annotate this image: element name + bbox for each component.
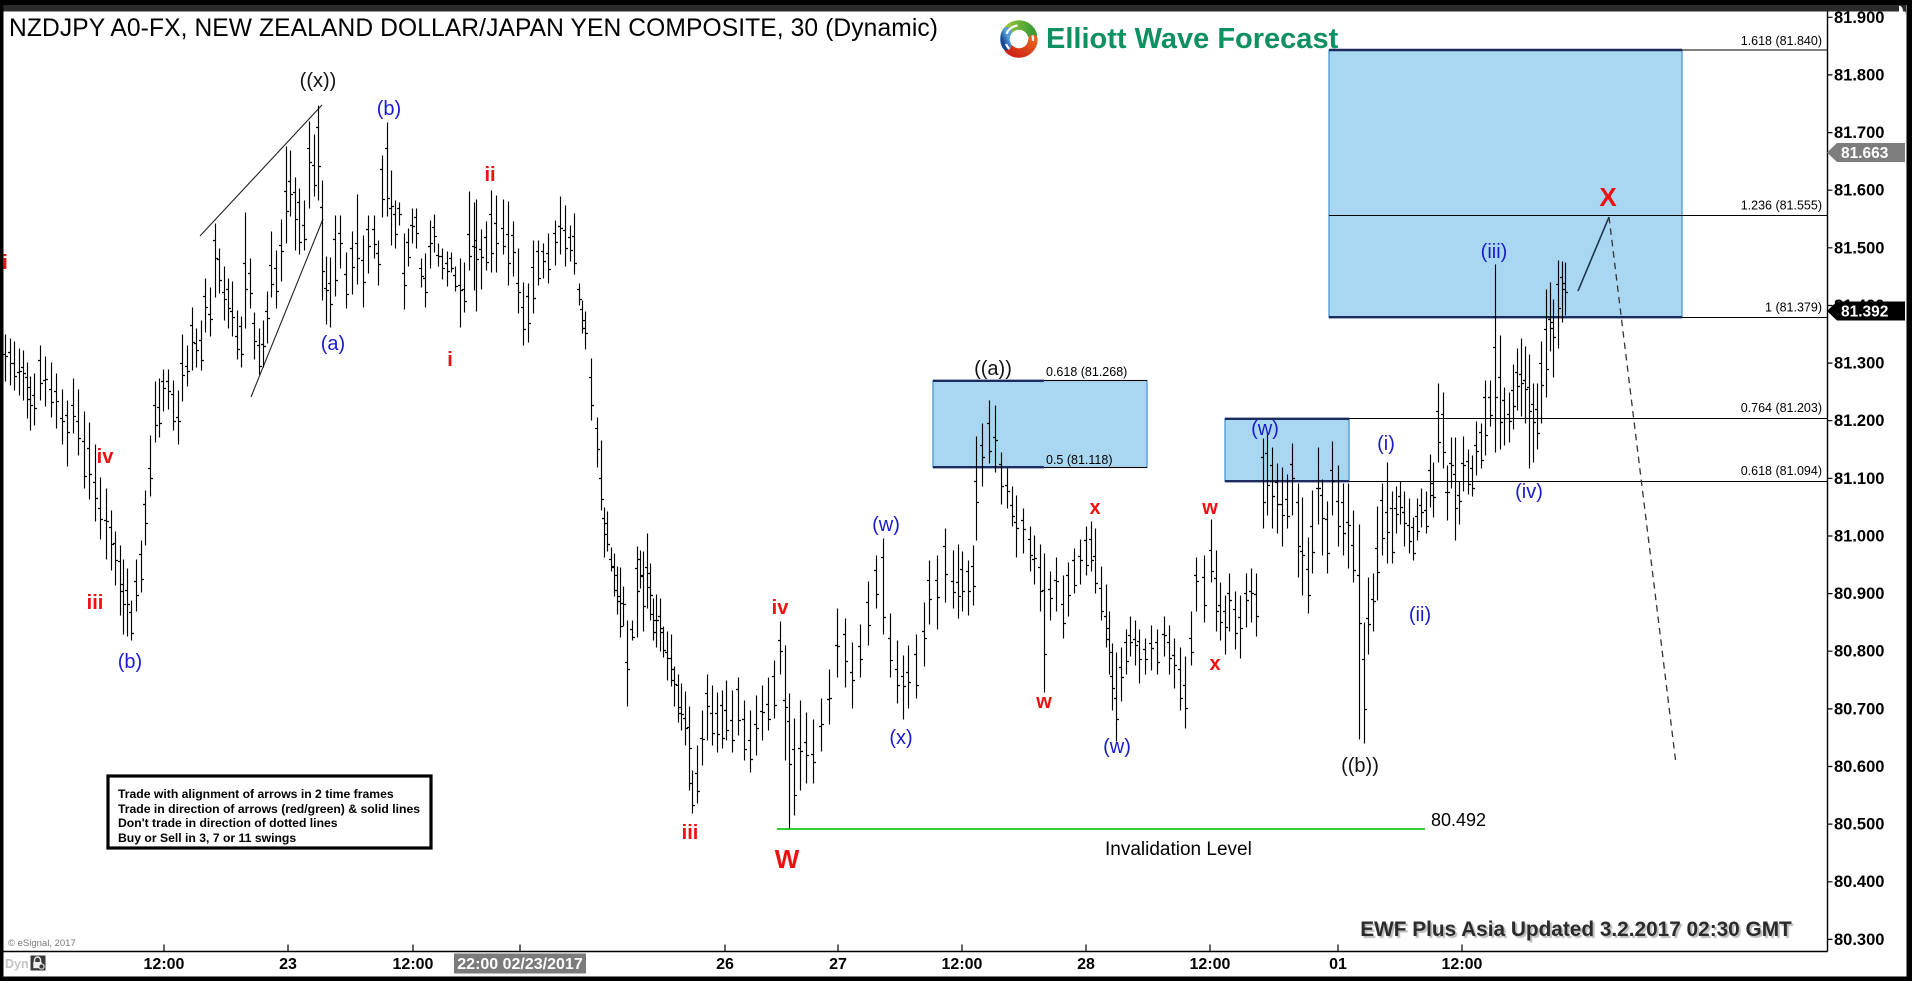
svg-text:0.618 (81.094): 0.618 (81.094) [1741,464,1822,478]
svg-text:80.500: 80.500 [1834,816,1884,834]
svg-text:81.700: 81.700 [1834,124,1884,142]
svg-text:w: w [1201,497,1218,519]
svg-text:iii: iii [87,592,104,614]
svg-text:ii: ii [484,164,495,186]
svg-text:0.618 (81.268): 0.618 (81.268) [1046,365,1127,379]
svg-text:w: w [1035,691,1052,713]
svg-text:EWF Plus Asia Updated 3.2.2017: EWF Plus Asia Updated 3.2.2017 02:30 GMT [1360,918,1792,941]
svg-text:Trade in direction of arrows (: Trade in direction of arrows (red/green)… [118,802,420,816]
svg-text:Dyn: Dyn [5,957,29,971]
svg-text:12:00: 12:00 [1190,956,1231,973]
svg-text:81.663: 81.663 [1841,145,1889,162]
svg-text:1.618 (81.840): 1.618 (81.840) [1741,34,1822,48]
svg-text:81.000: 81.000 [1834,528,1884,546]
svg-text:80.600: 80.600 [1834,758,1884,776]
svg-text:Trade with alignment of arrows: Trade with alignment of arrows in 2 time… [118,787,394,801]
svg-text:81.900: 81.900 [1834,9,1884,27]
svg-text:(iv): (iv) [1515,481,1543,503]
svg-text:Invalidation Level: Invalidation Level [1105,839,1252,860]
svg-text:(w): (w) [872,514,900,536]
svg-text:Don't trade in direction of do: Don't trade in direction of dotted lines [118,816,338,830]
svg-text:(ii): (ii) [1409,604,1431,626]
svg-text:(b): (b) [377,98,401,120]
svg-text:((x)): ((x)) [300,70,337,92]
svg-text:81.600: 81.600 [1834,182,1884,200]
svg-text:(iii): (iii) [1481,241,1508,263]
svg-text:81.300: 81.300 [1834,355,1884,373]
svg-text:80.700: 80.700 [1834,700,1884,718]
svg-text:12:00: 12:00 [942,956,983,973]
svg-text:(b): (b) [118,651,142,673]
svg-text:((b)): ((b)) [1341,755,1379,777]
svg-text:28: 28 [1077,956,1095,973]
svg-text:81.500: 81.500 [1834,239,1884,257]
svg-text:iv: iv [97,446,115,468]
svg-text:23: 23 [279,956,297,973]
svg-text:81.800: 81.800 [1834,66,1884,84]
svg-text:0.764 (81.203): 0.764 (81.203) [1741,401,1822,415]
svg-text:(w): (w) [1251,418,1279,440]
svg-text:X: X [1599,182,1617,212]
svg-text:81.200: 81.200 [1834,412,1884,430]
svg-text:0.5 (81.118): 0.5 (81.118) [1046,453,1112,467]
svg-text:iv: iv [772,597,790,619]
svg-text:80.300: 80.300 [1834,931,1884,949]
svg-text:i: i [447,349,453,371]
svg-text:81.100: 81.100 [1834,470,1884,488]
svg-text:iii: iii [682,822,699,844]
svg-text:1 (81.379): 1 (81.379) [1765,301,1822,315]
svg-text:© eSignal, 2017: © eSignal, 2017 [8,938,76,949]
svg-text:12:00: 12:00 [1442,956,1483,973]
svg-text:27: 27 [829,956,847,973]
svg-text:Elliott Wave Forecast: Elliott Wave Forecast [1046,23,1339,55]
svg-text:26: 26 [716,956,734,973]
svg-text:Buy or Sell in 3, 7 or 11 swin: Buy or Sell in 3, 7 or 11 swings [118,831,296,845]
svg-text:80.492: 80.492 [1431,810,1486,830]
svg-text:W: W [775,844,800,874]
svg-text:(w): (w) [1103,736,1131,758]
svg-text:((a)): ((a)) [974,358,1012,380]
svg-text:80.800: 80.800 [1834,643,1884,661]
svg-text:x: x [1209,653,1220,675]
svg-text:81.392: 81.392 [1841,304,1888,321]
svg-text:12:00: 12:00 [393,956,434,973]
svg-text:(i): (i) [1377,433,1395,455]
svg-text:(x): (x) [889,727,912,749]
svg-text:80.400: 80.400 [1834,873,1884,891]
svg-text:12:00: 12:00 [144,956,185,973]
svg-text:01: 01 [1329,956,1347,973]
svg-text:22:00 02/23/2017: 22:00 02/23/2017 [457,956,583,973]
svg-text:1.236 (81.555): 1.236 (81.555) [1741,199,1822,213]
svg-text:i: i [2,252,8,274]
svg-text:(a): (a) [321,333,345,355]
svg-text:80.900: 80.900 [1834,585,1884,603]
svg-text:x: x [1089,497,1100,519]
